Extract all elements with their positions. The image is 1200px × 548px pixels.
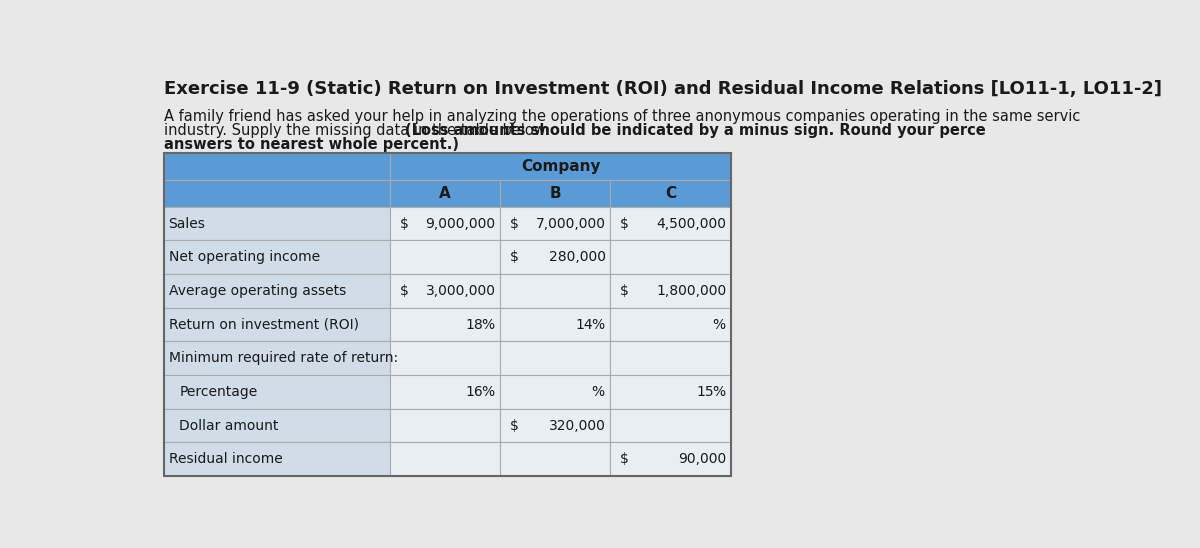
Text: $: $ [510,250,518,264]
Text: $: $ [619,216,629,231]
Text: Minimum required rate of return:: Minimum required rate of return: [168,351,397,366]
Bar [390,308,500,341]
Bar [390,241,500,274]
Bar [611,274,731,308]
Bar [390,274,500,308]
Text: %: % [712,385,725,399]
Bar [164,375,390,409]
Bar [164,274,390,308]
Bar [390,207,500,241]
Text: 7,000,000: 7,000,000 [535,216,606,231]
Text: 320,000: 320,000 [548,419,606,432]
Bar [390,153,731,180]
Bar [390,375,500,409]
Text: C: C [665,186,677,201]
Text: answers to nearest whole percent.): answers to nearest whole percent.) [164,136,458,152]
Bar [611,241,731,274]
Bar [164,153,390,180]
Bar [500,180,611,207]
Text: 90,000: 90,000 [678,452,727,466]
Text: 280,000: 280,000 [548,250,606,264]
Bar [390,341,500,375]
Bar [164,153,731,476]
Bar [611,375,731,409]
Text: $: $ [619,284,629,298]
Text: Percentage: Percentage [180,385,258,399]
Text: %: % [592,385,604,399]
Text: Company: Company [521,159,600,174]
Bar [164,341,390,375]
Bar [500,241,611,274]
Text: (Loss amounts should be indicated by a minus sign. Round your perce: (Loss amounts should be indicated by a m… [404,123,985,138]
Bar [500,375,611,409]
Text: $: $ [510,216,518,231]
Text: Exercise 11-9 (Static) Return on Investment (ROI) and Residual Income Relations : Exercise 11-9 (Static) Return on Investm… [164,79,1162,98]
Text: Average operating assets: Average operating assets [168,284,346,298]
Text: 9,000,000: 9,000,000 [426,216,496,231]
Bar [390,442,500,476]
Bar [164,308,390,341]
Text: 14: 14 [576,318,593,332]
Text: 3,000,000: 3,000,000 [426,284,496,298]
Bar [164,207,390,241]
Bar [390,409,500,442]
Text: %: % [712,318,725,332]
Text: Dollar amount: Dollar amount [180,419,278,432]
Text: $: $ [400,216,408,231]
Text: A family friend has asked your help in analyzing the operations of three anonymo: A family friend has asked your help in a… [164,109,1080,124]
Text: Residual income: Residual income [168,452,282,466]
Text: Sales: Sales [168,216,205,231]
Bar [164,180,390,207]
Bar [390,180,500,207]
Bar [500,274,611,308]
Text: Return on investment (ROI): Return on investment (ROI) [168,318,359,332]
Bar [611,341,731,375]
Bar [500,409,611,442]
Text: 16: 16 [466,385,484,399]
Text: %: % [481,318,494,332]
Text: $: $ [510,419,518,432]
Text: B: B [550,186,562,201]
Bar [611,207,731,241]
Text: 4,500,000: 4,500,000 [656,216,727,231]
Bar [611,409,731,442]
Text: Net operating income: Net operating income [168,250,319,264]
Bar [611,308,731,341]
Bar [500,442,611,476]
Text: 15: 15 [696,385,714,399]
Text: industry. Supply the missing data in the table below:: industry. Supply the missing data in the… [164,123,554,138]
Text: $: $ [400,284,408,298]
Bar [164,241,390,274]
Bar [611,180,731,207]
Text: 1,800,000: 1,800,000 [656,284,727,298]
Bar [611,442,731,476]
Text: $: $ [619,452,629,466]
Text: 18: 18 [466,318,484,332]
Text: %: % [481,385,494,399]
Text: %: % [592,318,604,332]
Bar [500,207,611,241]
Bar [164,409,390,442]
Bar [500,308,611,341]
Text: A: A [439,186,451,201]
Bar [164,442,390,476]
Bar [500,341,611,375]
